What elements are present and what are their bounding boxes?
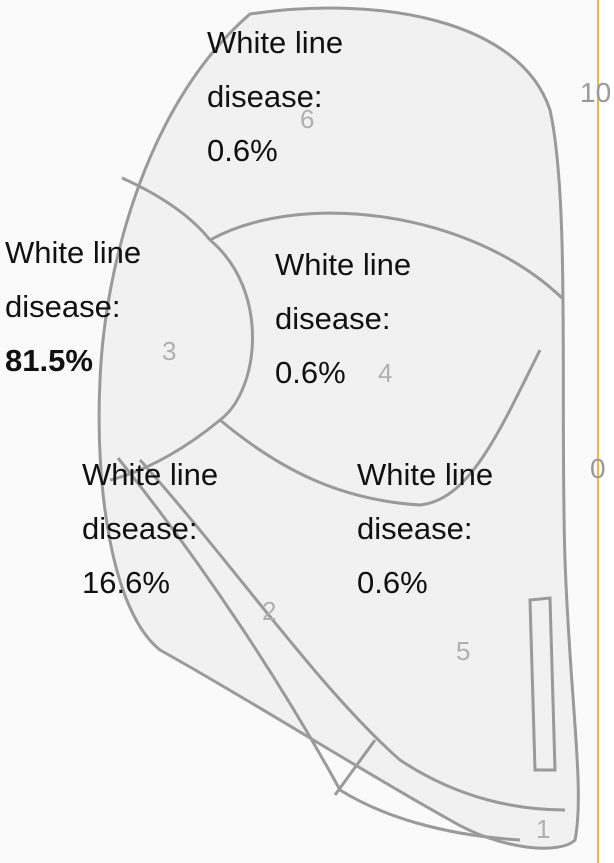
zone-value: 81.5% <box>5 334 175 388</box>
zone-2-text: White line disease:16.6% <box>82 448 252 610</box>
zone-value: 16.6% <box>82 556 252 610</box>
zone-4-text: White line disease:0.6% <box>275 238 445 400</box>
zone-label: White line disease: <box>275 238 445 346</box>
zone-value: 0.6% <box>357 556 527 610</box>
zone-label: White line disease: <box>5 226 175 334</box>
zone-value: 0.6% <box>207 124 377 178</box>
zone-number: 2 <box>262 596 276 626</box>
zone-number: 1 <box>536 814 550 844</box>
zone-5-text: White line disease:0.6% <box>357 448 527 610</box>
zone-6-text: White line disease:0.6% <box>207 16 377 178</box>
edge-label: 10 <box>580 77 611 108</box>
zone-3-text: White line disease:81.5% <box>5 226 175 388</box>
zone-label: White line disease: <box>82 448 252 556</box>
zone-number: 5 <box>456 636 470 666</box>
edge-label: 0 <box>590 453 606 484</box>
zone-label: White line disease: <box>207 16 377 124</box>
zone-label: White line disease: <box>357 448 527 556</box>
zone-value: 0.6% <box>275 346 445 400</box>
page: {"zones": [ {"number": "6", "label": "Wh… <box>0 0 614 863</box>
